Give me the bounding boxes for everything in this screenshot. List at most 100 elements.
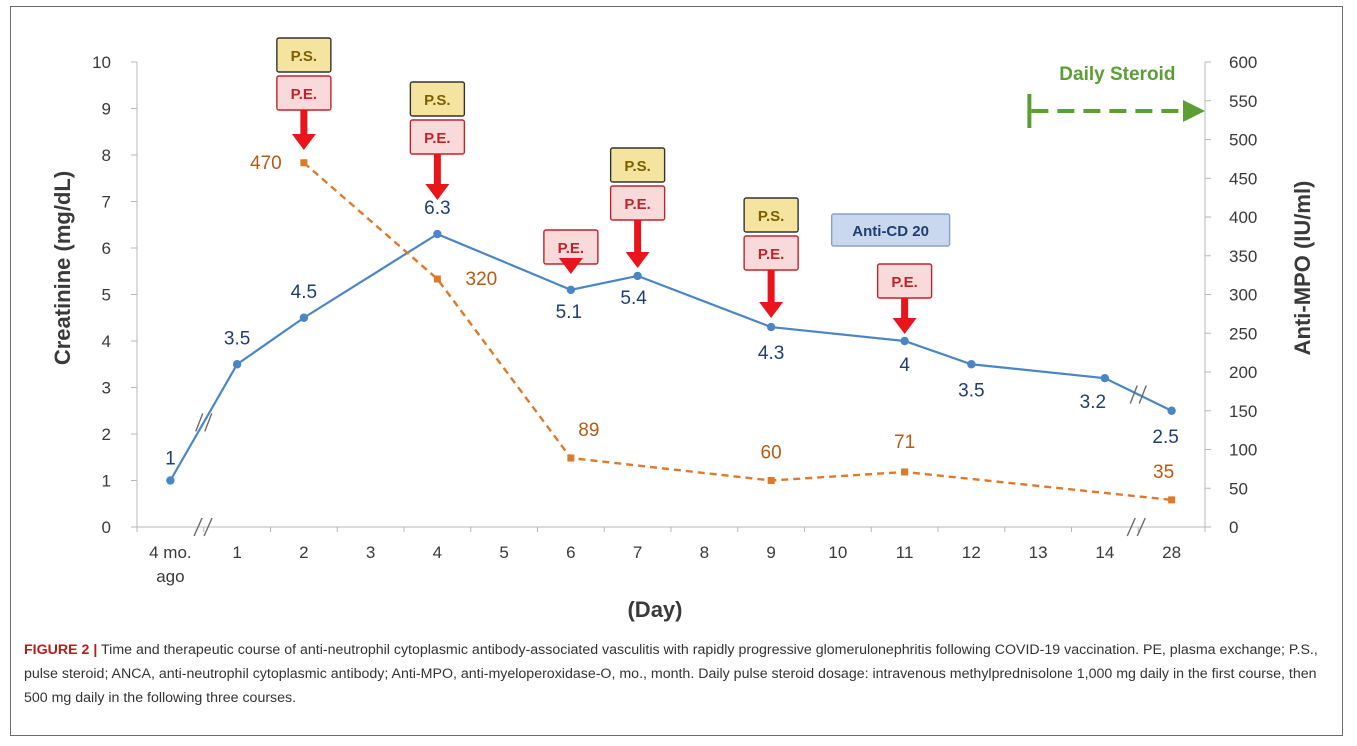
y-right-tick-label: 0	[1229, 518, 1238, 537]
anti-mpo-point	[767, 477, 775, 484]
y-right-tick-label: 550	[1229, 92, 1257, 111]
creatinine-data-label: 5.4	[620, 288, 647, 309]
anti-mpo-data-label: 89	[578, 420, 599, 441]
x-tick-label: 5	[499, 543, 508, 562]
plasma-exchange-label: P.E.	[891, 274, 917, 291]
pulse-steroid-box	[743, 197, 799, 233]
creatinine-point	[299, 313, 309, 322]
pulse-steroid-box	[276, 37, 332, 73]
y-right-tick-label: 50	[1229, 479, 1248, 498]
intervention-arrow-head	[892, 318, 917, 334]
pulse-steroid-label: P.S.	[424, 92, 450, 109]
annotations: P.S. P.E. P.S. P.E. P.E. P.S. P.E. P.S. P.E. Anti…	[276, 37, 1205, 334]
creatinine-data-label: 4.5	[291, 282, 317, 303]
creatinine-point	[433, 229, 442, 239]
figure-frame	[10, 6, 1343, 736]
pulse-steroid-label: P.S.	[624, 158, 650, 175]
x-axis-break-mark	[1126, 517, 1136, 537]
y-axis-title-left: Creatinine (mg/dL)	[50, 171, 75, 365]
y-right-tick-label: 450	[1229, 169, 1257, 188]
pulse-steroid-box	[409, 81, 466, 117]
creatinine-data-label: 1	[165, 449, 176, 470]
x-tick-label: 3	[366, 543, 375, 562]
creatinine-point	[566, 285, 576, 295]
chart: 0123456789100501001502002503003504004505…	[50, 37, 1315, 622]
creatinine-point	[1100, 374, 1110, 383]
y-left-tick-label: 8	[102, 146, 111, 165]
figure-caption: FIGURE 2 | Time and therapeutic course o…	[24, 638, 1329, 710]
creatinine-point	[967, 360, 976, 369]
intervention-arrow-head	[625, 252, 650, 268]
creatinine-data-label: 3.5	[958, 380, 984, 401]
axes: 0123456789100501001502002503003504004505…	[92, 53, 1257, 586]
y-left-tick-label: 4	[102, 332, 111, 351]
x-axis-title: (Day)	[627, 597, 682, 622]
caption-text: Time and therapeutic course of anti-neut…	[24, 642, 1318, 706]
y-right-tick-label: 500	[1229, 131, 1257, 150]
pulse-steroid-label: P.S.	[291, 48, 317, 65]
pulse-steroid-label: P.S.	[758, 208, 784, 225]
x-tick-label: 13	[1029, 543, 1048, 562]
y-left-tick-label: 1	[102, 472, 111, 491]
anti-mpo-point	[1168, 496, 1176, 504]
anti-cd20-box	[830, 213, 951, 247]
y-right-tick-label: 350	[1229, 247, 1257, 266]
plasma-exchange-label: P.E.	[758, 246, 784, 263]
intervention-arrow-head	[558, 258, 583, 274]
x-tick-label: ago	[156, 567, 184, 586]
y-right-tick-label: 200	[1229, 363, 1257, 382]
series-break-mark	[1129, 385, 1138, 404]
x-axis-break-mark	[193, 517, 203, 537]
intervention-arrow-shaft	[767, 270, 775, 302]
y-left-tick-label: 5	[102, 286, 111, 305]
creatinine-point	[232, 360, 242, 369]
anti-mpo-data-label: 320	[466, 269, 498, 290]
x-tick-label: 11	[896, 543, 914, 562]
x-tick-label: 6	[566, 543, 575, 562]
creatinine-point	[900, 336, 909, 346]
x-axis-break-mark	[203, 517, 213, 537]
x-tick-label: 7	[633, 543, 642, 562]
creatinine-point	[633, 271, 642, 281]
series-layer: 1 3.5 4.5 6.3 5.1 5.4 4.3 4 3.5 3.2 2.5 470 320 89 60 7…	[165, 153, 1179, 504]
anti-mpo-data-label: 71	[894, 432, 915, 453]
intervention-arrow-head	[291, 134, 316, 150]
x-tick-label: 2	[299, 543, 308, 562]
y-right-tick-label: 600	[1229, 53, 1257, 72]
y-left-tick-label: 0	[102, 518, 111, 537]
pulse-steroid-box	[609, 147, 666, 183]
intervention-arrow-shaft	[433, 154, 441, 184]
x-tick-label: 4 mo.	[149, 543, 192, 562]
y-right-tick-label: 100	[1229, 441, 1257, 460]
anti-mpo-point	[901, 468, 909, 476]
daily-steroid-label: Daily Steroid	[1059, 64, 1175, 85]
plasma-exchange-label: P.E.	[424, 130, 450, 147]
anti-mpo-point	[567, 454, 575, 462]
y-left-tick-label: 7	[102, 193, 111, 212]
creatinine-point	[1167, 406, 1176, 415]
x-tick-label: 12	[962, 543, 981, 562]
creatinine-data-label: 5.1	[556, 302, 582, 323]
y-left-tick-label: 9	[102, 100, 111, 119]
anti-mpo-point	[433, 275, 441, 283]
anti-mpo-line	[303, 161, 1172, 502]
daily-steroid-arrowhead	[1183, 100, 1205, 122]
x-tick-label: 4	[433, 543, 442, 562]
creatinine-point	[766, 322, 776, 332]
y-right-tick-label: 400	[1229, 208, 1257, 227]
anti-mpo-data-label: 60	[761, 443, 782, 464]
x-axis-break-mark	[1136, 517, 1146, 537]
y-axis-title-right: Anti-MPO (IU/ml)	[1290, 181, 1315, 356]
x-tick-label: 9	[766, 543, 775, 562]
creatinine-data-label: 3.5	[224, 328, 250, 349]
creatinine-data-label: 4	[899, 355, 910, 376]
y-left-tick-label: 6	[102, 239, 111, 258]
creatinine-data-label: 3.2	[1080, 392, 1106, 413]
y-right-tick-label: 250	[1229, 324, 1257, 343]
creatinine-data-label: 6.3	[424, 198, 450, 219]
series-break-mark	[204, 413, 213, 432]
figure-label: FIGURE 2 |	[24, 642, 98, 658]
series-break-mark	[195, 413, 204, 432]
anti-mpo-data-label: 35	[1153, 462, 1174, 483]
intervention-arrow-shaft	[901, 298, 909, 318]
